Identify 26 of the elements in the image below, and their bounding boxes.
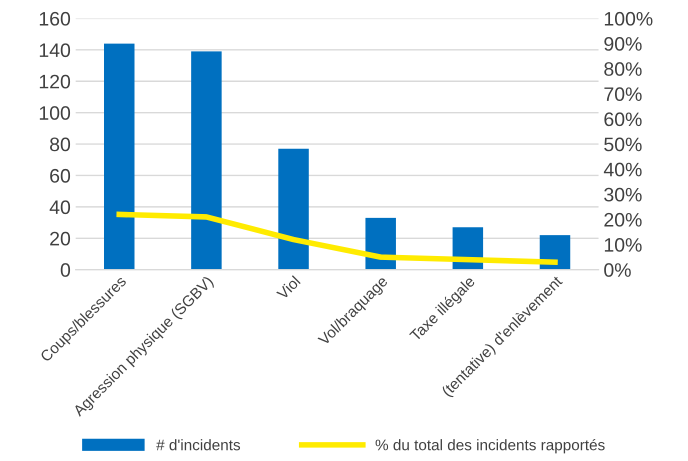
y2-tick-label: 10% <box>604 238 642 252</box>
y2-tick-label: 20% <box>604 212 642 227</box>
y2-tick-label: 60% <box>604 112 642 126</box>
y-tick-label: 20 <box>50 232 70 246</box>
y-tick-label: 60 <box>50 168 70 183</box>
y-tick-label: 80 <box>50 138 70 152</box>
y2-tick-label: 30% <box>604 188 642 202</box>
y-tick-label: 120 <box>40 74 70 88</box>
legend-label: % du total des incidents rapportés <box>376 438 605 454</box>
y2-tick-label: 80% <box>604 62 642 76</box>
y2-tick-label: 70% <box>604 87 642 102</box>
y2-tick-label: 90% <box>604 37 642 51</box>
x-tick-label: Viol <box>276 275 301 300</box>
bar <box>278 148 309 270</box>
y2-tick-label: 40% <box>604 162 642 176</box>
y2-tick-label: 50% <box>604 138 642 152</box>
y-tick-label: 100 <box>40 106 70 120</box>
bar <box>104 44 135 270</box>
y-tick-label: 40 <box>50 200 70 214</box>
y2-tick-label: 100% <box>604 12 652 26</box>
y2-tick-label: 0% <box>604 263 631 277</box>
y-tick-label: 0 <box>60 263 70 277</box>
legend-label: # d'incidents <box>156 439 240 450</box>
y-tick-label: 160 <box>40 12 70 26</box>
bar <box>191 51 222 270</box>
y-tick-label: 140 <box>40 43 70 58</box>
